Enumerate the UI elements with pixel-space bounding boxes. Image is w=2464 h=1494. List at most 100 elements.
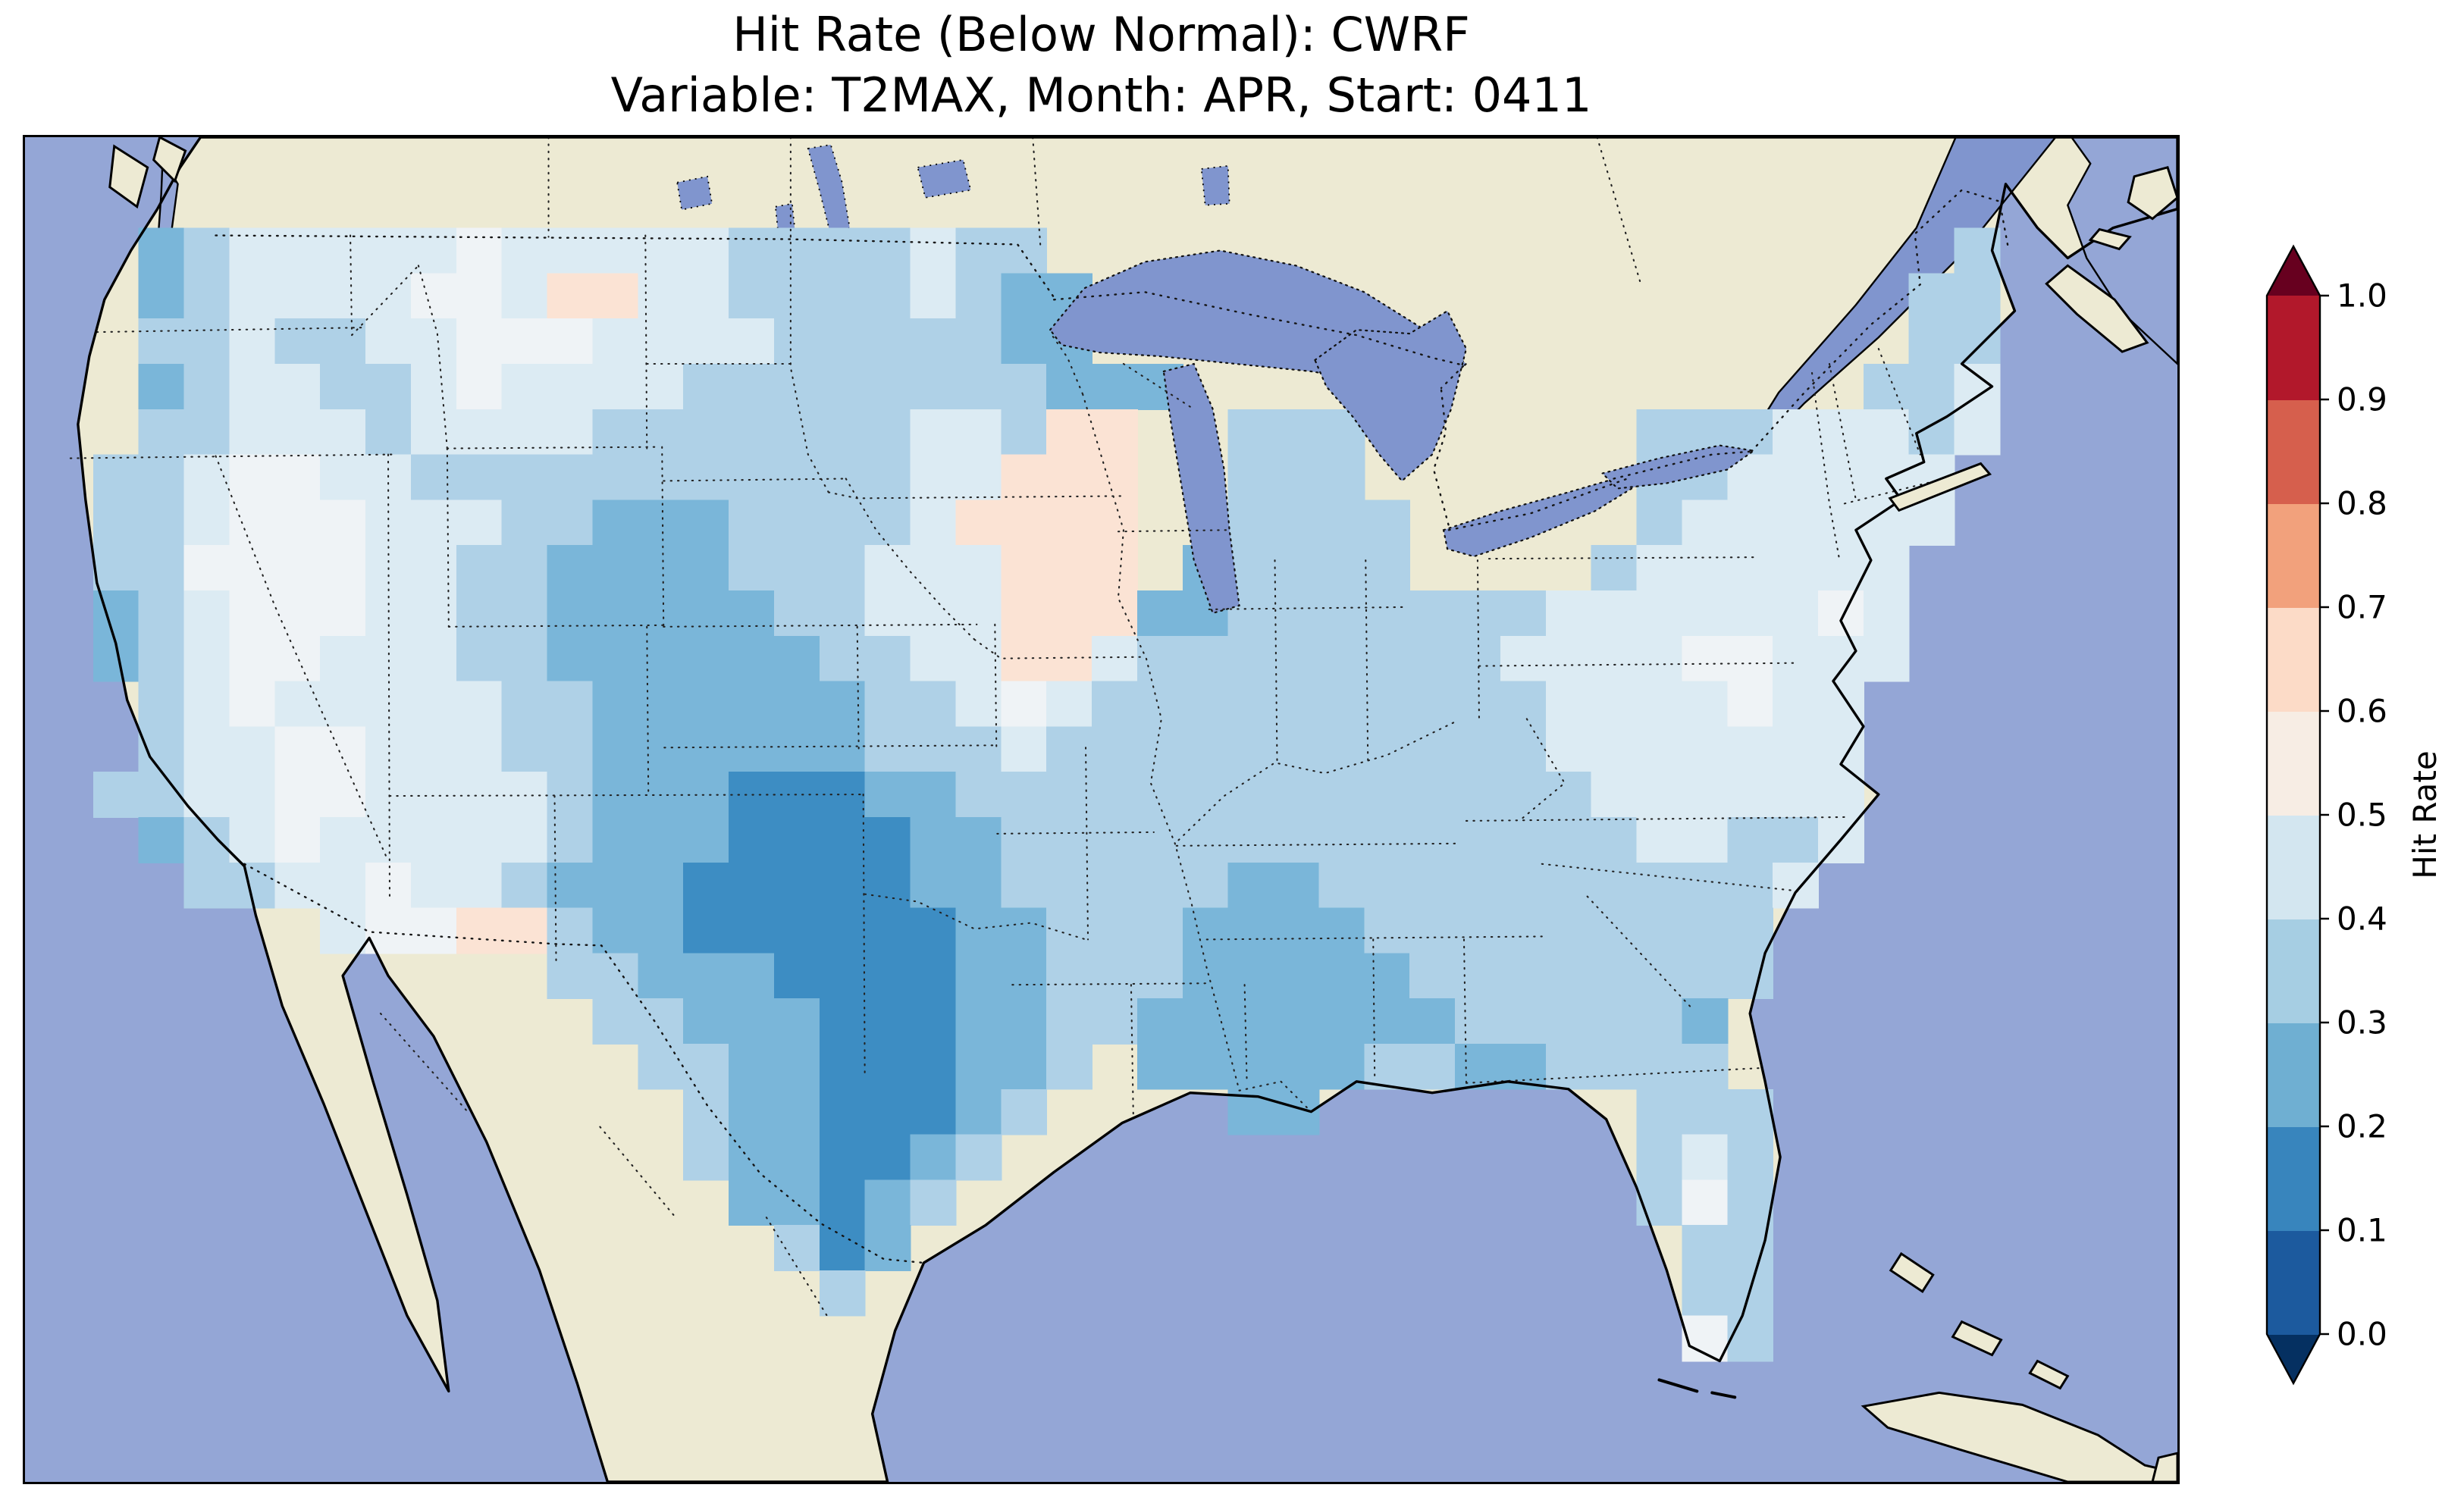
hit-rate-cell (410, 726, 457, 773)
hit-rate-cell (274, 635, 321, 682)
hit-rate-cell (138, 635, 185, 682)
hit-rate-cell (773, 726, 820, 773)
hit-rate-cell (638, 635, 685, 682)
hit-rate-cell (773, 500, 820, 547)
hit-rate-cell (1001, 227, 1048, 274)
map-canvas (25, 137, 2177, 1482)
hit-rate-cell (1818, 681, 1864, 728)
hit-rate-cell (229, 500, 276, 547)
colorbar: 0.0 0.1 0.2 0.3 0.4 0.5 0.6 0.7 0.8 0.9 1.0 Hit Rat… (2256, 227, 2464, 1417)
hit-rate-cell (592, 862, 639, 909)
hit-rate-cell (1092, 816, 1138, 863)
hit-rate-cell (683, 273, 730, 320)
hit-rate-cell (864, 1179, 911, 1226)
hit-rate-cell (773, 635, 820, 682)
hit-rate-cell (1273, 907, 1320, 954)
hit-rate-cell (1318, 726, 1365, 773)
hit-rate-cell (274, 816, 321, 863)
hit-rate-cell (1682, 772, 1729, 818)
hit-rate-cell (592, 635, 639, 682)
cbar-segment (2267, 607, 2320, 712)
cbar-tick-label: 0.2 (2337, 1108, 2387, 1145)
hit-rate-cell (1455, 862, 1501, 909)
hit-rate-cell (1046, 1043, 1093, 1090)
hit-rate-cell (547, 590, 594, 637)
hit-rate-cell (456, 635, 503, 682)
hit-rate-cell (819, 1225, 866, 1271)
hit-rate-cell (910, 273, 957, 320)
hit-rate-cell (592, 907, 639, 954)
hit-rate-cell (592, 318, 639, 365)
hit-rate-cell (456, 273, 503, 320)
hit-rate-cell (592, 590, 639, 637)
hit-rate-cell (274, 681, 321, 728)
hit-rate-cell (955, 318, 1002, 365)
hit-rate-cell (819, 816, 866, 863)
hit-rate-cell (1591, 545, 1638, 591)
hit-rate-cell (683, 772, 730, 818)
hit-rate-cell (1136, 772, 1183, 818)
hit-rate-cell (1818, 500, 1864, 547)
hit-rate-cell (729, 1134, 775, 1181)
hit-rate-cell (773, 1179, 820, 1226)
hit-rate-cell (229, 409, 276, 456)
hit-rate-cell (1682, 635, 1729, 682)
hit-rate-grid (92, 227, 2001, 1362)
hit-rate-cell (864, 1225, 911, 1271)
hit-rate-cell (365, 409, 412, 456)
hit-rate-cell (1773, 454, 1819, 501)
hit-rate-cell (864, 953, 911, 1000)
hit-rate-cell (864, 454, 911, 501)
hit-rate-cell (501, 273, 548, 320)
hit-rate-cell (229, 227, 276, 274)
hit-rate-cell (1227, 907, 1274, 954)
hit-rate-cell (1591, 953, 1638, 1000)
hit-rate-cell (1409, 953, 1456, 1000)
hit-rate-cell (1046, 772, 1093, 818)
hit-rate-cell (229, 273, 276, 320)
hit-rate-cell (1409, 772, 1456, 818)
hit-rate-cell (729, 409, 775, 456)
hit-rate-cell (1818, 454, 1864, 501)
hit-rate-cell (320, 545, 367, 591)
hit-rate-cell (183, 545, 230, 591)
colorbar-canvas: 0.0 0.1 0.2 0.3 0.4 0.5 0.6 0.7 0.8 0.9 1.0 Hit Rat… (2265, 244, 2444, 1386)
hit-rate-cell (138, 273, 185, 320)
figure-title: Hit Rate (Below Normal): CWRF Variable: … (23, 5, 2180, 126)
hit-rate-cell (1001, 998, 1048, 1045)
title-line-1: Hit Rate (Below Normal): CWRF (732, 7, 1470, 62)
hit-rate-cell (1227, 772, 1274, 818)
hit-rate-cell (773, 318, 820, 365)
hit-rate-cell (1636, 953, 1683, 1000)
hit-rate-cell (1182, 816, 1229, 863)
hit-rate-cell (229, 590, 276, 637)
hit-rate-cell (955, 1134, 1002, 1181)
hit-rate-cell (229, 726, 276, 773)
hit-rate-cell (1364, 772, 1411, 818)
hit-rate-cell (729, 998, 775, 1045)
hit-rate-cell (274, 862, 321, 909)
hit-rate-cell (1001, 816, 1048, 863)
hit-rate-cell (955, 1088, 1002, 1135)
hit-rate-cell (955, 907, 1002, 954)
hit-rate-cell (1773, 726, 1819, 773)
hit-rate-cell (683, 545, 730, 591)
hit-rate-cell (1092, 409, 1138, 456)
hit-rate-cell (365, 816, 412, 863)
hit-rate-cell (1136, 635, 1183, 682)
hit-rate-cell (1545, 635, 1592, 682)
hit-rate-cell (1092, 907, 1138, 954)
hit-rate-cell (1227, 998, 1274, 1045)
hit-rate-cell (1591, 907, 1638, 954)
hit-rate-cell (183, 273, 230, 320)
hit-rate-cell (819, 953, 866, 1000)
hit-rate-cell (910, 726, 957, 773)
hit-rate-cell (592, 545, 639, 591)
hit-rate-cell (955, 409, 1002, 456)
hit-rate-cell (1046, 545, 1093, 591)
cbar-extend-bottom (2267, 1334, 2320, 1383)
hit-rate-cell (1364, 500, 1411, 547)
hit-rate-cell (410, 635, 457, 682)
hit-rate-cell (1636, 907, 1683, 954)
lake-ontario (1600, 444, 1757, 490)
